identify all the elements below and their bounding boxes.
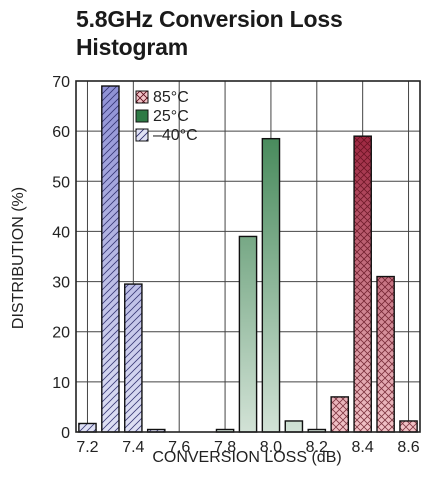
y-tick-label: 60 xyxy=(52,124,70,141)
x-tick-label: 8.6 xyxy=(397,439,419,456)
legend-item: 25°C xyxy=(135,108,189,125)
x-axis-label: CONVERSION LOSS (dB) xyxy=(152,449,341,466)
legend-item: –40°C xyxy=(135,127,198,144)
bar xyxy=(330,396,350,433)
bar xyxy=(261,137,281,433)
bar xyxy=(284,420,304,433)
y-tick-label: 30 xyxy=(52,275,70,292)
y-tick-label: 40 xyxy=(52,224,70,241)
legend-label: 25°C xyxy=(153,108,189,125)
legend-label: –40°C xyxy=(153,127,198,144)
bars xyxy=(78,85,418,433)
chart-title-line-1: 5.8GHz Conversion Loss xyxy=(76,6,343,32)
y-axis-label: DISTRIBUTION (%) xyxy=(10,187,27,329)
x-tick-label: 8.0 xyxy=(260,439,282,456)
y-tick-label: 10 xyxy=(52,375,70,392)
plot-frame xyxy=(75,80,421,433)
y-tick-label: 0 xyxy=(61,425,70,442)
x-tick-label: 7.4 xyxy=(122,439,144,456)
bar xyxy=(124,283,143,433)
tick-labels: 0 10 20 30 40 50 60 70 7.2 7.4 7.6 7.8 8.0 8.2 8.4 8.6 xyxy=(52,74,420,456)
bar xyxy=(399,420,418,433)
x-tick-label: 7.8 xyxy=(214,439,236,456)
bar xyxy=(101,85,120,433)
x-tick-label: 8.4 xyxy=(352,439,374,456)
x-tick-label: 7.2 xyxy=(76,439,98,456)
legend: 85°C 25°C –40°C xyxy=(135,89,198,144)
x-tick-label: 8.2 xyxy=(306,439,328,456)
bar xyxy=(353,135,372,433)
y-tick-label: 50 xyxy=(52,174,70,191)
bar xyxy=(238,235,258,433)
chart-title-line-2: Histogram xyxy=(76,34,188,60)
x-tick-label: 7.6 xyxy=(168,439,190,456)
y-tick-label: 70 xyxy=(52,74,70,91)
bar xyxy=(376,275,395,433)
y-tick-label: 20 xyxy=(52,325,70,342)
legend-item: 85°C xyxy=(135,89,189,106)
bar xyxy=(78,422,97,433)
legend-label: 85°C xyxy=(153,89,189,106)
